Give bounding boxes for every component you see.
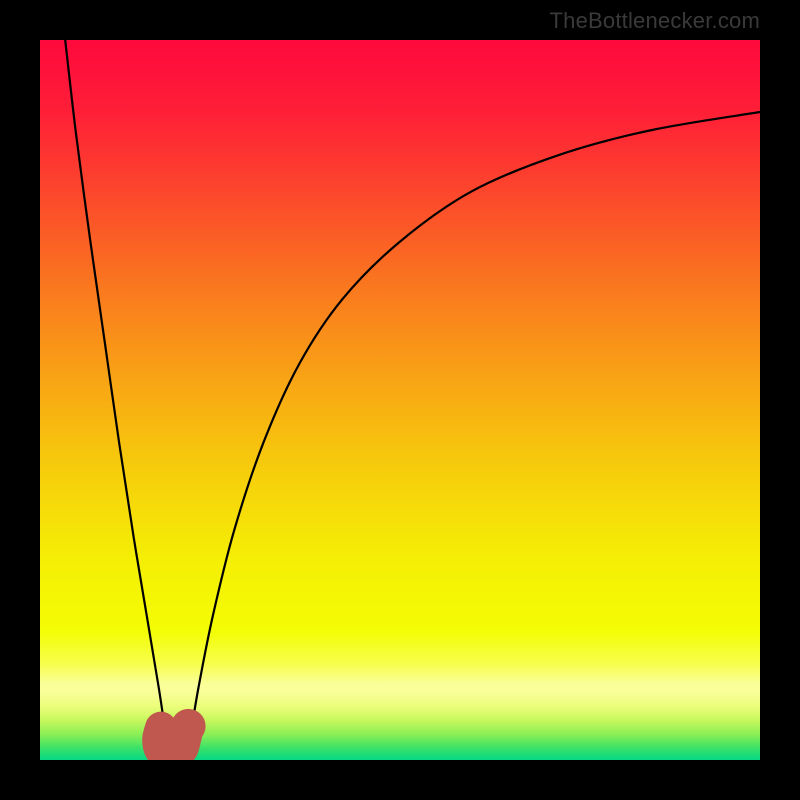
watermark-text: TheBottlenecker.com [550, 8, 760, 34]
bottleneck-curve [40, 40, 760, 760]
chart-stage: TheBottlenecker.com [0, 0, 800, 800]
plot-area [40, 40, 760, 760]
